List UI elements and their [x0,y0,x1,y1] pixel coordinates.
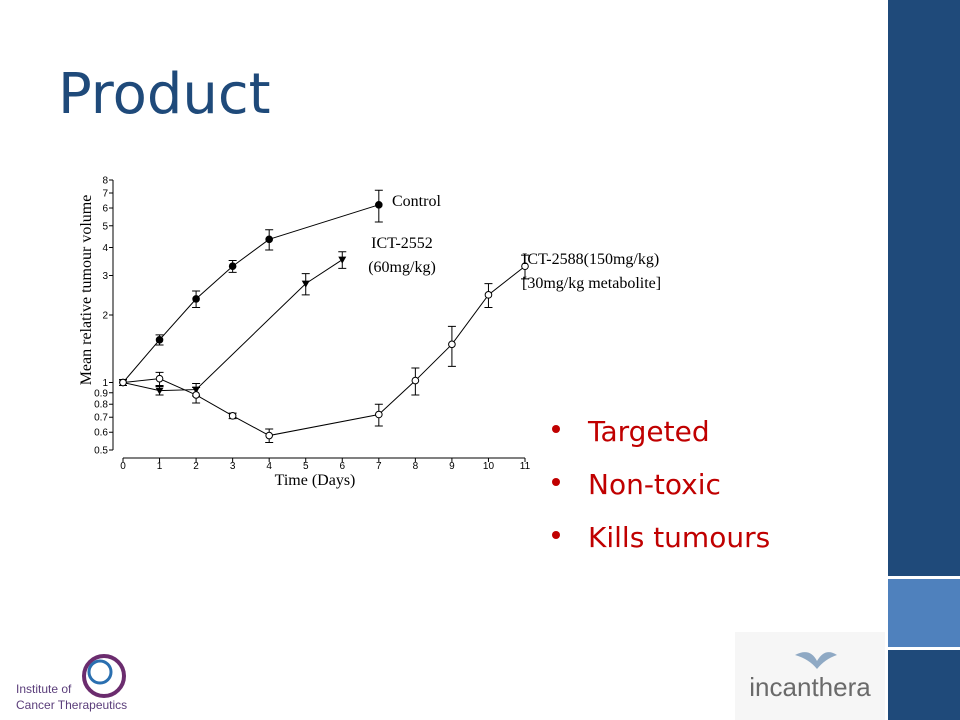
y-tick-label: 3 [102,271,108,282]
x-tick-label: 10 [483,461,495,472]
y-tick-label: 2 [102,311,108,322]
x-tick-label: 11 [520,461,531,472]
series-line [122,265,526,437]
marker [301,280,310,288]
sidebar-block [888,650,960,720]
logo-ring [82,654,126,698]
y-tick-label: 6 [102,204,108,215]
x-tick-label: 4 [266,461,272,472]
y-tick-label: 5 [102,221,108,232]
marker [375,201,383,209]
y-tick-label: 7 [102,189,108,200]
x-tick-label: 8 [413,461,419,472]
y-tick-label: 0.9 [94,388,108,399]
y-tick-label: 8 [102,176,108,187]
bullet-text: Kills tumours [588,521,770,554]
bullet-dot [552,425,560,433]
marker [192,391,200,399]
marker [375,410,383,419]
marker [411,376,420,385]
bullet-dot [552,478,560,486]
y-tick-label: 0.5 [94,446,108,457]
marker [119,378,127,387]
series-line [122,259,343,392]
x-tick-label: 5 [303,461,309,472]
bullet-dot [552,531,560,539]
bullet-text: Targeted [587,415,710,448]
sidebar-block [888,579,960,647]
marker [521,262,529,271]
marker [484,291,493,299]
series-label: (60mg/kg) [368,259,436,276]
x-tick-label: 2 [193,461,199,472]
marker [155,387,164,395]
x-tick-label: 3 [230,461,236,472]
logo-text: Cancer Therapeutics [16,698,127,712]
y-tick-label: 0.8 [94,400,108,411]
series-label: ICT-2588(150mg/kg) [522,251,659,268]
y-axis-label: Mean relative tumour volume [78,195,95,386]
x-tick-label: 6 [339,461,345,472]
logo-right-bg [735,632,885,720]
series-label: [30mg/kg metabolite] [522,275,661,292]
x-tick-label: 0 [120,461,126,472]
logo-left: Institute of Cancer Therapeutics [16,654,127,712]
x-tick-label: 7 [376,461,382,472]
marker [155,336,164,344]
logo-icon [795,652,837,669]
marker [448,340,456,349]
logo-text: incanthera [749,672,871,702]
y-tick-label: 0.7 [94,413,108,424]
bullet-text: Non-toxic [588,468,721,501]
logo-text: Institute of [16,682,72,696]
marker [155,374,164,383]
series-label: Control [392,193,441,210]
marker [228,412,237,420]
slide-title: Product [58,62,271,127]
logo-ring [87,659,113,685]
series-line [122,204,379,383]
marker [228,262,237,271]
x-tick-label: 1 [157,461,163,472]
marker [265,431,273,440]
x-axis-label: Time (Days) [275,472,356,489]
marker [192,295,200,303]
y-tick-label: 0.6 [94,428,108,439]
x-tick-label: 9 [449,461,455,472]
sidebar-block [888,0,960,576]
marker [338,256,347,264]
marker [265,235,273,244]
y-tick-label: 1 [102,378,108,389]
y-tick-label: 4 [102,243,108,254]
series-label: ICT-2552 [371,235,433,252]
